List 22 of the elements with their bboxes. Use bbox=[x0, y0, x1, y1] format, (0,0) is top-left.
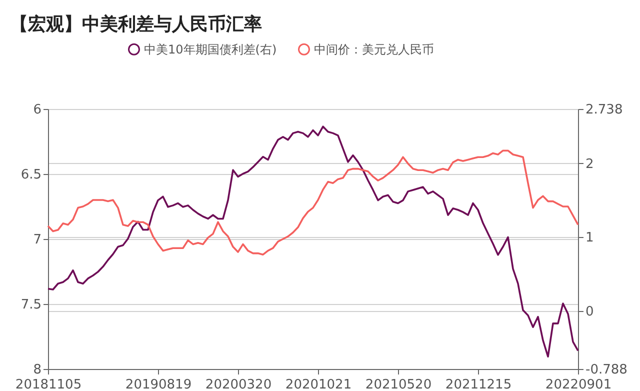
y2-tick-label: 0 bbox=[586, 304, 594, 320]
y2-tick-label: 2.738 bbox=[586, 102, 623, 118]
x-tick-label: 20181105 bbox=[15, 378, 82, 391]
y-tick-label: 6 bbox=[33, 102, 42, 118]
x-tick-label: 20190819 bbox=[125, 378, 192, 391]
x-tick-label: 20201021 bbox=[285, 378, 352, 391]
x-tick-label: 20210520 bbox=[365, 378, 432, 391]
y-tick-label: 7 bbox=[33, 232, 42, 248]
y2-tick-label: 2 bbox=[586, 156, 594, 172]
y2-tick-label: -0.788 bbox=[586, 362, 628, 378]
legend-label: 中美10年期国债利差(右) bbox=[144, 42, 277, 56]
legend-label: 中间价：美元兑人民币 bbox=[314, 42, 434, 56]
y2-tick-label: 1 bbox=[586, 230, 594, 246]
y-tick-label: 8 bbox=[33, 362, 42, 378]
line-series bbox=[47, 126, 579, 358]
y-tick-label: 6.5 bbox=[20, 168, 42, 182]
chart-title: 【宏观】中美利差与人民币汇率 bbox=[10, 13, 262, 36]
x-tick-label: 20211215 bbox=[445, 378, 512, 391]
y-tick-label: 7.5 bbox=[20, 298, 42, 312]
line-series bbox=[47, 150, 579, 256]
x-tick-label: 20200320 bbox=[205, 378, 272, 391]
x-tick-label: 20220901 bbox=[545, 378, 612, 391]
